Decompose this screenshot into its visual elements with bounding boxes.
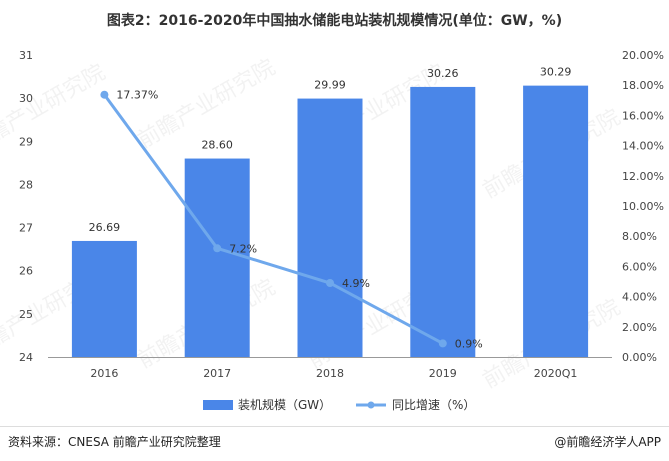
left-axis-tick-label: 25 bbox=[19, 308, 33, 321]
growth-point bbox=[438, 339, 447, 348]
brand-credit: @前瞻经济学人APP bbox=[554, 433, 661, 450]
bar-value-label: 28.60 bbox=[201, 139, 233, 152]
x-axis: 2016 2017 2018 2019 2020Q1 bbox=[48, 357, 612, 380]
bar-value-label: 29.99 bbox=[314, 79, 346, 92]
bar bbox=[184, 158, 250, 357]
growth-value-label: 0.9% bbox=[455, 337, 483, 350]
growth-line-series: 17.37% 7.2% 4.9% 0.9% bbox=[100, 89, 483, 350]
x-axis-tick-label: 2017 bbox=[203, 367, 231, 380]
growth-line bbox=[103, 93, 444, 345]
chart-svg: 前瞻产业研究院前瞻产业研究院前瞻产业研究院前瞻产业研究院前瞻产业研究院前瞻产业研… bbox=[0, 49, 664, 412]
bar bbox=[410, 86, 476, 357]
right-axis-tick-label: 2.00% bbox=[622, 321, 657, 334]
right-axis-tick-label: 16.00% bbox=[622, 109, 664, 122]
footer-divider bbox=[0, 426, 669, 427]
x-axis-tick-label: 2019 bbox=[429, 367, 457, 380]
growth-point bbox=[213, 244, 222, 253]
growth-value-label: 4.9% bbox=[342, 277, 370, 290]
legend-bar-label: 装机规模（GW） bbox=[238, 397, 331, 412]
right-axis-tick-label: 8.00% bbox=[622, 230, 657, 243]
bar-series: 26.69 28.60 29.99 30.26 30.29 bbox=[71, 66, 589, 358]
watermark-text: 前瞻产业研究院 bbox=[0, 60, 110, 159]
right-axis-tick-label: 4.00% bbox=[622, 291, 657, 304]
chart-title: 图表2：2016-2020年中国抽水储能电站装机规模情况(单位：GW，%) bbox=[106, 13, 563, 29]
growth-value-label: 7.2% bbox=[229, 242, 257, 255]
right-axis-tick-label: 12.00% bbox=[622, 170, 664, 183]
x-axis-tick-label: 2016 bbox=[90, 367, 118, 380]
bar-value-label: 30.26 bbox=[427, 67, 459, 80]
legend-bar-swatch bbox=[203, 400, 233, 410]
left-axis-tick-label: 31 bbox=[19, 49, 33, 62]
right-axis-tick-label: 20.00% bbox=[622, 49, 664, 62]
bar bbox=[71, 240, 137, 357]
left-axis-tick-label: 30 bbox=[19, 92, 33, 105]
bar bbox=[523, 85, 589, 357]
right-axis-tick-label: 18.00% bbox=[622, 79, 664, 92]
left-axis-tick-label: 29 bbox=[19, 135, 33, 148]
left-axis-tick-label: 26 bbox=[19, 265, 33, 278]
left-axis-tick-label: 28 bbox=[19, 178, 33, 191]
right-axis-tick-label: 0.00% bbox=[622, 351, 657, 364]
legend: 装机规模（GW） 同比增速（%） bbox=[203, 397, 475, 412]
right-axis-tick-label: 6.00% bbox=[622, 260, 657, 273]
right-axis-tick-label: 10.00% bbox=[622, 200, 664, 213]
left-axis: 24 25 26 27 28 29 30 31 bbox=[19, 49, 33, 364]
right-axis-tick-label: 14.00% bbox=[622, 140, 664, 153]
growth-point bbox=[326, 279, 334, 288]
right-axis: 0.00% 2.00% 4.00% 6.00% 8.00% 10.00% 12.00% 14.… bbox=[622, 49, 664, 364]
growth-point bbox=[100, 90, 109, 99]
growth-value-label: 17.37% bbox=[116, 89, 158, 102]
x-axis-tick-label: 2018 bbox=[316, 367, 344, 380]
bar-value-label: 26.69 bbox=[89, 221, 121, 234]
x-axis-tick-label: 2020Q1 bbox=[534, 367, 578, 380]
legend-line-label: 同比增速（%） bbox=[392, 398, 475, 412]
left-axis-tick-label: 24 bbox=[19, 351, 33, 364]
brand-text: @前瞻经济学人APP bbox=[554, 435, 661, 449]
source-note: 资料来源：CNESA 前瞻产业研究院整理 bbox=[8, 435, 221, 449]
bar bbox=[297, 98, 363, 358]
bar-value-label: 30.29 bbox=[540, 66, 572, 79]
legend-line-marker bbox=[367, 401, 375, 409]
left-axis-tick-label: 27 bbox=[19, 222, 33, 235]
